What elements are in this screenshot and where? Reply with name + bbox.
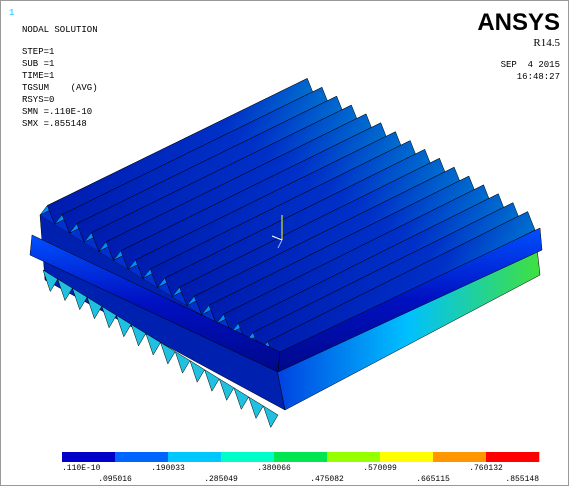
info-line: SUB =1: [22, 59, 54, 69]
time: 16:48:27: [517, 72, 560, 82]
page: 1 NODAL SOLUTION STEP=1 SUB =1 TIME=1 TGSUM…: [0, 0, 569, 486]
window-number: 1: [9, 8, 14, 18]
legend-band: [115, 452, 168, 462]
legend-label: .665115: [416, 475, 450, 484]
date: SEP 4 2015: [501, 60, 560, 70]
legend-label: .570099: [363, 464, 397, 473]
legend-label: .095016: [98, 475, 132, 484]
info-title: NODAL SOLUTION: [22, 25, 98, 35]
legend-label: .760132: [469, 464, 503, 473]
legend-band: [274, 452, 327, 462]
legend-label: .110E-10: [62, 464, 101, 473]
legend-label: .190033: [151, 464, 185, 473]
legend-band: [433, 452, 486, 462]
legend-label: .380066: [257, 464, 291, 473]
legend-band: [221, 452, 274, 462]
brand-name: ANSYS: [477, 9, 560, 36]
info-line: SMN =.110E-10: [22, 107, 92, 117]
info-line: TIME=1: [22, 71, 54, 81]
info-line: TGSUM (AVG): [22, 83, 98, 93]
legend-band: [380, 452, 433, 462]
release: R14.5: [533, 37, 560, 49]
legend-band: [62, 452, 115, 462]
info-line: SMX =.855148: [22, 119, 87, 129]
legend-label: .285049: [204, 475, 238, 484]
legend-label: .475082: [310, 475, 344, 484]
legend-band: [486, 452, 539, 462]
legend-band: [327, 452, 380, 462]
info-line: RSYS=0: [22, 95, 54, 105]
info-line: STEP=1: [22, 47, 54, 57]
legend-band: [168, 452, 221, 462]
legend-label: .855148: [505, 475, 539, 484]
graphics-window: 1 NODAL SOLUTION STEP=1 SUB =1 TIME=1 TGSUM…: [0, 0, 569, 486]
